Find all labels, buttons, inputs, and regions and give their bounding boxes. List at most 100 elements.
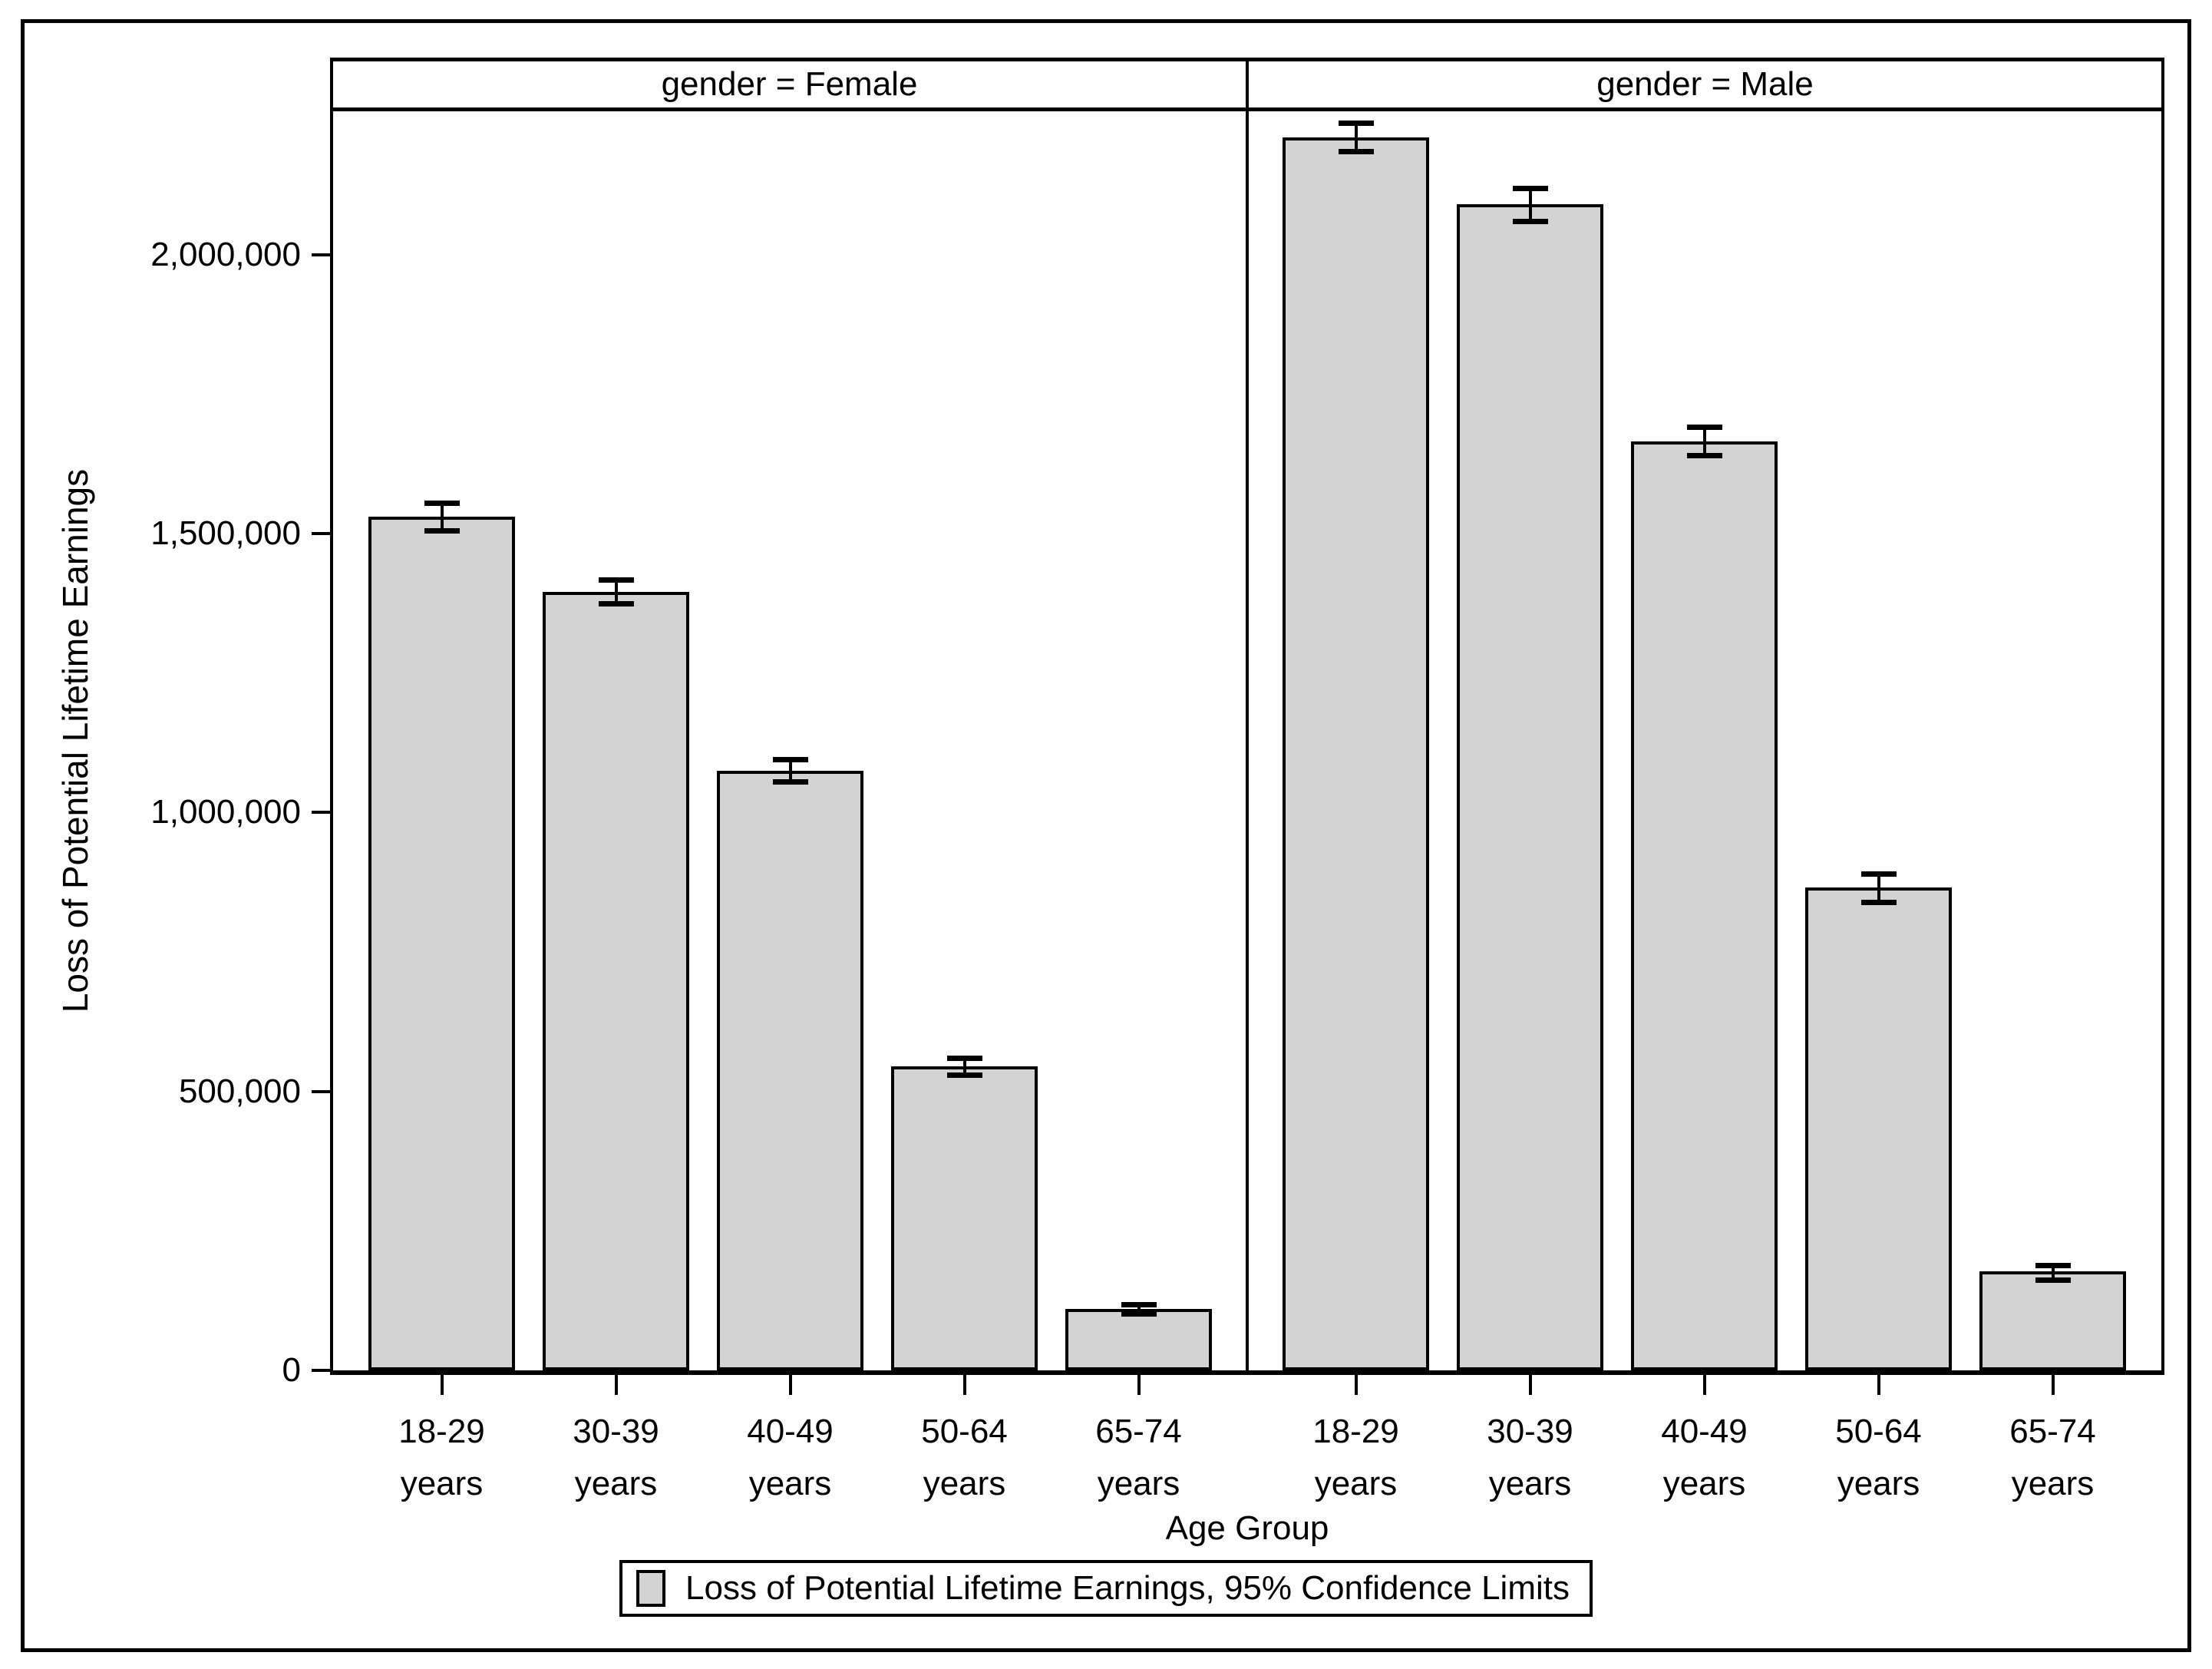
error-bar-lower-cap-male-18-29 — [1338, 149, 1374, 155]
legend: Loss of Potential Lifetime Earnings, 95%… — [619, 1560, 1593, 1617]
x-label-line1-male-30-39: 30-39 — [1487, 1413, 1573, 1450]
y-tick-label-0: 0 — [282, 1351, 301, 1389]
panel-divider-line — [1246, 111, 1249, 1370]
error-bar-stem-female-65-74 — [1137, 1304, 1141, 1314]
x-label-line2-female-18-29: years — [400, 1465, 484, 1502]
x-label-line1-male-18-29: 18-29 — [1312, 1413, 1399, 1450]
error-bar-stem-female-40-49 — [788, 759, 792, 782]
legend-label: Loss of Potential Lifetime Earnings, 95%… — [685, 1569, 1570, 1607]
x-label-line1-female-50-64: 50-64 — [921, 1413, 1008, 1450]
error-bar-lower-cap-female-50-64 — [946, 1072, 982, 1078]
error-bar-upper-cap-female-30-39 — [598, 577, 634, 583]
error-bar-upper-cap-female-18-29 — [424, 501, 460, 507]
error-bar-upper-cap-male-40-49 — [1686, 424, 1722, 430]
bar-female-65-74 — [1065, 1309, 1212, 1370]
y-tick-2000000 — [312, 253, 333, 256]
error-bar-stem-female-50-64 — [962, 1058, 966, 1075]
x-label-male-65-74: 65-74 years — [1930, 1406, 2176, 1510]
x-label-female-18-29: 18-29 years — [319, 1406, 565, 1510]
x-label-line1-female-18-29: 18-29 — [398, 1413, 485, 1450]
figure-border — [21, 19, 2191, 1652]
x-tick-male-18-29 — [1354, 1375, 1358, 1395]
error-bar-lower-cap-female-30-39 — [598, 600, 634, 606]
bar-female-50-64 — [891, 1066, 1038, 1370]
x-tick-male-40-49 — [1702, 1375, 1706, 1395]
y-tick-label-1000000: 1,000,000 — [150, 793, 301, 831]
x-label-line2-male-18-29: years — [1314, 1465, 1398, 1502]
x-tick-male-50-64 — [1877, 1375, 1880, 1395]
y-tick-label-1500000: 1,500,000 — [150, 514, 301, 553]
error-bar-lower-cap-male-65-74 — [2035, 1277, 2071, 1284]
x-label-female-40-49: 40-49 years — [668, 1406, 913, 1510]
y-tick-label-2000000: 2,000,000 — [150, 235, 301, 273]
x-tick-female-65-74 — [1137, 1375, 1141, 1395]
bar-female-40-49 — [717, 770, 863, 1370]
x-label-line1-female-30-39: 30-39 — [573, 1413, 659, 1450]
bar-male-40-49 — [1631, 441, 1778, 1370]
error-bar-lower-cap-female-40-49 — [772, 779, 808, 785]
x-tick-female-18-29 — [440, 1375, 444, 1395]
panel-header-female: gender = Female — [661, 65, 918, 103]
x-label-male-30-39: 30-39 years — [1408, 1406, 1653, 1510]
bar-male-18-29 — [1283, 137, 1429, 1370]
bar-male-30-39 — [1457, 204, 1603, 1370]
x-label-line1-female-40-49: 40-49 — [747, 1413, 834, 1450]
legend-swatch — [636, 1570, 666, 1607]
bar-female-30-39 — [543, 592, 689, 1370]
x-label-line2-male-30-39: years — [1488, 1465, 1572, 1502]
panel-header-row: gender = Female gender = Male — [330, 58, 2164, 111]
x-label-female-30-39: 30-39 years — [494, 1406, 739, 1510]
error-bar-upper-cap-male-18-29 — [1338, 120, 1374, 126]
x-label-male-50-64: 50-64 years — [1756, 1406, 2002, 1510]
x-label-line1-female-65-74: 65-74 — [1095, 1413, 1182, 1450]
error-bar-upper-cap-male-65-74 — [2035, 1263, 2071, 1269]
bar-male-50-64 — [1805, 887, 1952, 1370]
bar-female-18-29 — [368, 517, 515, 1370]
x-label-line2-female-65-74: years — [1097, 1465, 1180, 1502]
y-tick-1000000 — [312, 811, 333, 815]
x-tick-female-30-39 — [614, 1375, 618, 1395]
error-bar-lower-cap-female-65-74 — [1121, 1310, 1157, 1317]
panel-header-male: gender = Male — [1246, 61, 2161, 107]
error-bar-lower-cap-male-30-39 — [1512, 219, 1548, 225]
x-axis-title: Age Group — [1165, 1509, 1329, 1547]
x-label-line2-female-40-49: years — [748, 1465, 832, 1502]
y-axis-title: Loss of Potential Lifetime Earnings — [55, 468, 95, 1013]
error-bar-stem-male-65-74 — [2051, 1265, 2055, 1281]
error-bar-stem-male-18-29 — [1354, 122, 1358, 152]
error-bar-upper-cap-female-65-74 — [1121, 1302, 1157, 1308]
error-bar-stem-male-30-39 — [1528, 187, 1532, 222]
error-bar-lower-cap-female-18-29 — [424, 528, 460, 534]
error-bar-upper-cap-male-50-64 — [1860, 871, 1897, 877]
error-bar-stem-female-30-39 — [614, 580, 618, 603]
x-label-line1-male-40-49: 40-49 — [1661, 1413, 1748, 1450]
x-label-line1-male-50-64: 50-64 — [1835, 1413, 1922, 1450]
x-label-female-65-74: 65-74 years — [1016, 1406, 1262, 1510]
error-bar-upper-cap-female-40-49 — [772, 757, 808, 763]
x-tick-female-50-64 — [962, 1375, 966, 1395]
error-bar-stem-male-50-64 — [1877, 874, 1880, 902]
x-label-line2-female-30-39: years — [574, 1465, 658, 1502]
error-bar-lower-cap-male-50-64 — [1860, 899, 1897, 905]
x-tick-male-65-74 — [2051, 1375, 2055, 1395]
bar-male-65-74 — [1979, 1271, 2126, 1370]
x-label-male-40-49: 40-49 years — [1582, 1406, 1827, 1510]
x-tick-female-40-49 — [788, 1375, 792, 1395]
y-tick-label-500000: 500,000 — [178, 1072, 301, 1110]
x-tick-male-30-39 — [1528, 1375, 1532, 1395]
x-label-line2-male-65-74: years — [2011, 1465, 2095, 1502]
paneled-bar-chart: gender = Female gender = Male 0 500,000 1,… — [150, 58, 2164, 1502]
y-tick-0 — [312, 1369, 333, 1372]
y-tick-500000 — [312, 1089, 333, 1093]
x-label-female-50-64: 50-64 years — [842, 1406, 1088, 1510]
x-label-male-18-29: 18-29 years — [1233, 1406, 1479, 1510]
error-bar-stem-female-18-29 — [440, 503, 444, 531]
x-label-line1-male-65-74: 65-74 — [2009, 1413, 2096, 1450]
error-bar-stem-male-40-49 — [1702, 426, 1706, 456]
y-tick-1500000 — [312, 532, 333, 536]
x-label-line2-male-40-49: years — [1662, 1465, 1746, 1502]
x-label-line2-female-50-64: years — [923, 1465, 1006, 1502]
x-label-line2-male-50-64: years — [1837, 1465, 1920, 1502]
error-bar-upper-cap-female-50-64 — [946, 1056, 982, 1062]
